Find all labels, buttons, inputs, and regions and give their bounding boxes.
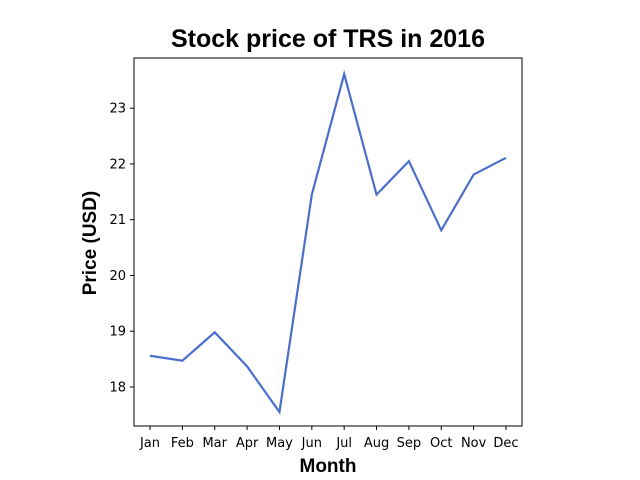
x-tick-label: Sep	[397, 436, 422, 451]
series-line	[149, 69, 507, 415]
chart-title: Stock price of TRS in 2016	[171, 25, 485, 53]
y-tick-label: 19	[109, 325, 126, 340]
plot-area: Jan Feb Mar Apr May Jun Jul Aug Sep Oct Nov Dec 18 19…	[109, 57, 523, 451]
x-tick-label: Aug	[364, 436, 389, 451]
x-tick-label: Feb	[171, 436, 194, 451]
x-tick-label: Apr	[236, 436, 259, 451]
y-tick-label: 22	[109, 157, 126, 172]
x-tick-label: Dec	[493, 436, 518, 451]
x-tick-label: Oct	[430, 436, 452, 451]
plot-frame	[133, 57, 523, 427]
x-tick-label: Jul	[335, 436, 352, 451]
x-tick-label: May	[266, 436, 293, 451]
x-tick-label: Mar	[202, 436, 227, 451]
x-tick-label: Jan	[139, 436, 160, 451]
y-tick-label: 18	[109, 380, 126, 395]
y-tick-label: 20	[109, 269, 126, 284]
y-axis-label: Price (USD)	[80, 191, 101, 296]
x-axis-label: Month	[300, 456, 357, 477]
y-tick-label: 21	[109, 213, 126, 228]
x-tick-label: Jun	[301, 436, 322, 451]
y-tick-label: 23	[109, 102, 126, 117]
x-tick-label: Nov	[461, 436, 487, 451]
